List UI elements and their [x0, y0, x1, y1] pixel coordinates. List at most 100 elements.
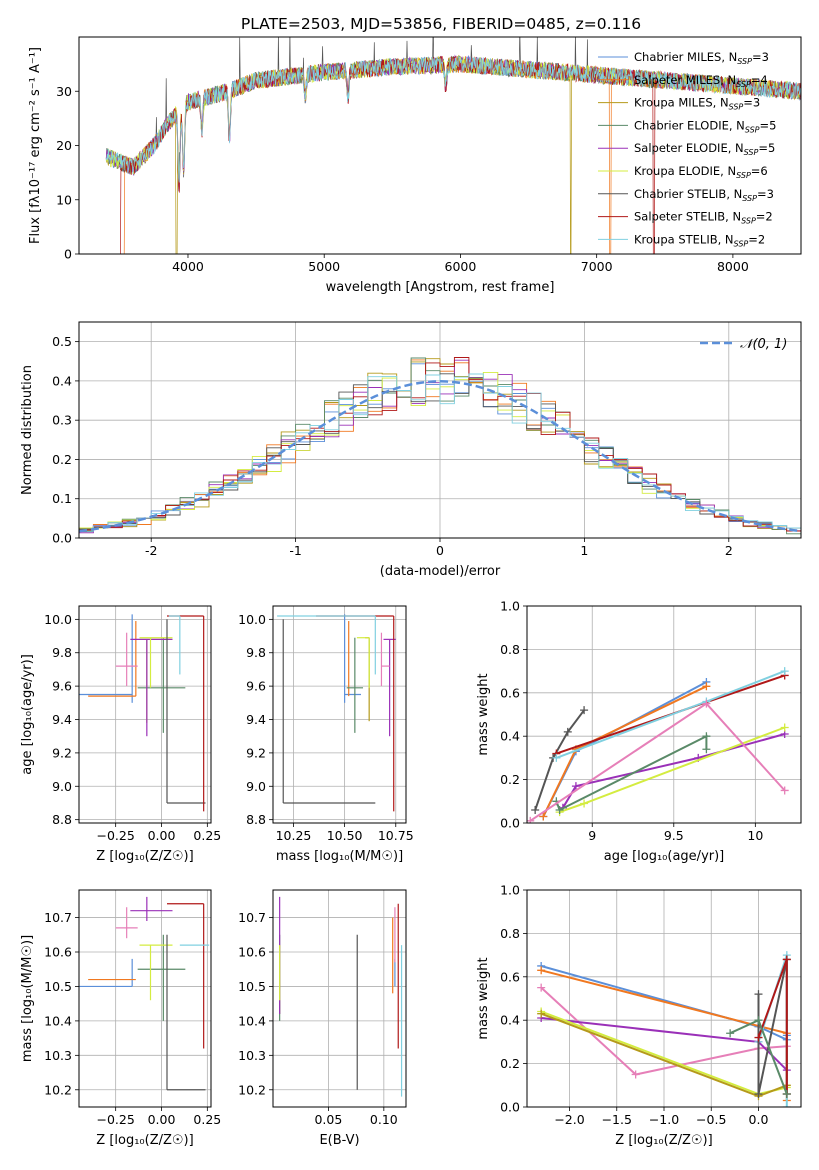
age_vs_Z-ytick-label: 10.0: [44, 612, 72, 627]
mass_vs_ebv-xlabel: E(B-V): [319, 1133, 359, 1148]
residuals-ytick-label: 0.0: [52, 531, 72, 546]
legend-entry: Kroupa STELIB, NSSP=2: [634, 232, 765, 248]
age_vs_Z-points: [79, 614, 206, 812]
weight-marker: [780, 667, 789, 676]
legend-entry-suffix: =3: [757, 187, 774, 201]
weight_vs_age-series: [527, 667, 789, 823]
age_vs_mass-xtick-label: 10.75: [378, 828, 414, 843]
age_vs_Z-ytick-label: 9.6: [52, 679, 72, 694]
residuals-xtick-label: 1: [580, 543, 588, 558]
weight_vs_age-xlabel: age [log₁₀(age/yr)]: [604, 849, 725, 864]
weight-marker: [782, 955, 791, 964]
residuals-axes: -2 -1 0 1 2 0.0 0.1 0.2 0.3 0.4 0.5 (data-model)/er…: [20, 322, 801, 579]
legend-entry-suffix: =4: [751, 73, 768, 87]
mass_vs_Z-frame: [78, 889, 212, 1108]
mass_vs_ebv-xtick-label: 0.10: [370, 1112, 398, 1127]
age_vs_Z-xtick-label: −0.25: [97, 828, 135, 843]
legend-entry-name: Salpeter MILES, N: [634, 73, 736, 87]
spectrum-frame: [78, 36, 802, 255]
spectrum-series-line: [105, 56, 801, 183]
residuals-xlabel: (data-model)/error: [380, 564, 501, 579]
weight_vs_Z-ytick-label: 0.0: [500, 1100, 520, 1115]
weight-marker: [754, 1033, 763, 1042]
legend-entry-name: Chabrier MILES, N: [634, 50, 737, 64]
spectrum-xlabel: wavelength [Angstrom, rest frame]: [326, 280, 555, 295]
mass_vs_Z-ytick-label: 10.4: [44, 1013, 72, 1028]
age_vs_mass-xtick-label: 10.25: [276, 828, 312, 843]
weight-marker: [555, 805, 564, 814]
residuals-frame: [78, 321, 802, 539]
legend-entry-sub: SSP: [744, 148, 759, 157]
age_vs_mass-ytick-label: 10.0: [238, 612, 266, 627]
residuals-ytick-label: 0.5: [52, 334, 72, 349]
weight_vs_Z-ytick-label: 0.8: [500, 926, 520, 941]
age_vs_Z-ytick-label: 9.0: [52, 779, 72, 794]
weight-marker: [527, 816, 535, 823]
spectrum-ylabel: Flux [fλ10⁻¹⁷ erg cm⁻² s⁻¹ A⁻¹]: [28, 47, 43, 244]
weight_vs_Z-xtick-label: −0.5: [696, 1112, 726, 1127]
mass_vs_Z-xtick-label: 0.25: [193, 1112, 221, 1127]
histogram-series: [79, 357, 801, 532]
weight-marker: [782, 1103, 791, 1107]
weight_vs_Z-ytick-label: 0.6: [500, 969, 520, 984]
residuals-xtick-label: 2: [725, 543, 733, 558]
spectrum-xtick-label: 6000: [445, 259, 477, 274]
age_vs_Z-ytick-label: 9.8: [52, 645, 72, 660]
legend-entry-sub: SSP: [729, 103, 744, 112]
weight_vs_Z-xtick-label: −2.0: [554, 1112, 584, 1127]
spectrum-xtick-label: 7000: [581, 259, 613, 274]
age_vs_Z-axes: −0.25 0.00 0.25 8.8 9.0 9.2 9.4 9.6 9.8 10.0 Z [lo…: [20, 606, 221, 864]
weight-line: [556, 670, 786, 759]
weight-line: [529, 702, 786, 822]
spectrum-ytick-label: 20: [56, 138, 72, 153]
legend-entry-gaussian: 𝒩(0, 1): [740, 337, 787, 352]
legend-entry-name: Salpeter STELIB, N: [634, 210, 741, 224]
weight-marker: [552, 753, 561, 762]
weight-marker: [754, 1016, 763, 1025]
mass_vs_Z-points: [79, 896, 210, 1091]
legend-entry-suffix: =5: [758, 141, 775, 155]
legend-entry-name: Kroupa STELIB, N: [634, 232, 734, 246]
weight_vs_Z-ytick-label: 0.4: [500, 1013, 520, 1028]
mass_vs_Z-xlabel: Z [log₁₀(Z/Z☉)]: [96, 1133, 193, 1148]
weight_vs_Z-frame: [526, 889, 802, 1108]
legend-entry: Kroupa MILES, NSSP=3: [634, 96, 760, 112]
weight-line: [555, 734, 708, 812]
legend-entry-suffix: =3: [743, 96, 760, 110]
mass_vs_Z-ytick-label: 10.6: [44, 945, 72, 960]
spectrum-lines: [105, 37, 801, 254]
residuals-ytick-label: 0.1: [52, 491, 72, 506]
mass_vs_ebv-ytick-label: 10.7: [238, 910, 266, 925]
spectrum-xtick-label: 4000: [172, 259, 204, 274]
residuals-ylabel: Normed distribution: [20, 365, 35, 495]
weight-marker: [539, 812, 548, 821]
residuals-ytick-label: 0.2: [52, 452, 72, 467]
mass_vs_ebv-ytick-label: 10.6: [238, 945, 266, 960]
legend-entry: Salpeter STELIB, NSSP=2: [634, 210, 773, 226]
weight-line: [534, 709, 585, 811]
age_vs_mass-ytick-label: 9.2: [246, 745, 266, 760]
legend-entry-name: Salpeter ELODIE, N: [634, 141, 744, 155]
weight-marker: [563, 727, 572, 736]
legend-entry-sub: SSP: [745, 125, 760, 134]
age_vs_Z-xtick-label: 0.00: [148, 828, 176, 843]
age_vs_Z-frame: [78, 605, 212, 824]
legend-entry-name: Kroupa ELODIE, N: [634, 164, 736, 178]
age_vs_Z-xtick-label: 0.25: [193, 828, 221, 843]
weight-marker: [702, 699, 711, 708]
mass_vs_Z-ylabel: mass [log₁₀(M/M☉)]: [20, 935, 35, 1062]
mass_vs_ebv-ytick-label: 10.2: [238, 1082, 266, 1097]
mass_vs_Z-ytick-label: 10.3: [44, 1048, 72, 1063]
mass_vs_ebv-ytick-label: 10.3: [238, 1048, 266, 1063]
legend-entry-suffix: =6: [751, 164, 768, 178]
residuals-ytick-label: 0.3: [52, 413, 72, 428]
residuals-xtick-label: 0: [436, 543, 444, 558]
residuals-legend: 𝒩(0, 1): [700, 337, 787, 352]
age_vs_mass-ytick-label: 8.8: [246, 812, 266, 827]
weight_vs_Z-series: [537, 951, 791, 1107]
weight-marker: [702, 732, 711, 741]
residuals-hists: [79, 357, 801, 535]
residuals-xtick-label: -2: [145, 543, 157, 558]
residuals-xtick-label: -1: [289, 543, 301, 558]
